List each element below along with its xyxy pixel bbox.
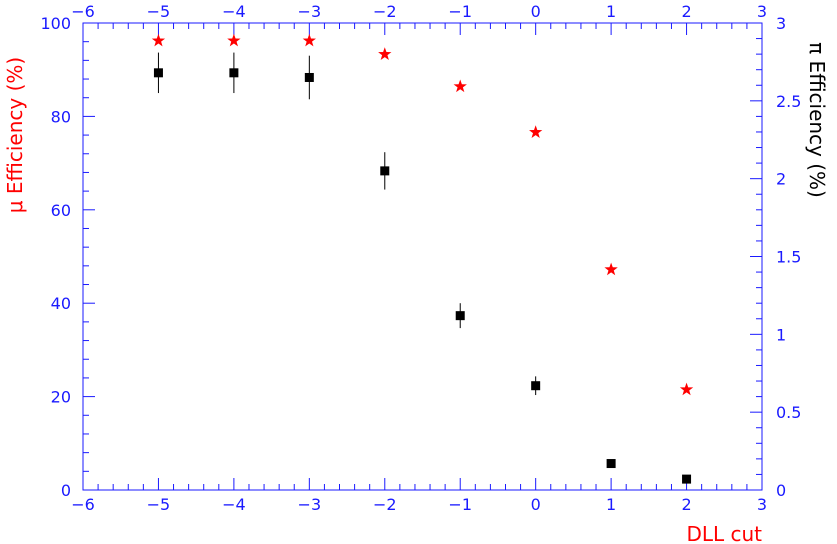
x-tick-label-top: −4 [222, 2, 246, 21]
x-tick-label-top: −6 [71, 2, 95, 21]
muon-efficiency-point [453, 79, 467, 93]
pion-efficiency-point [531, 381, 541, 391]
x-tick-label-top: 3 [757, 2, 767, 21]
pion-efficiency-point [229, 68, 239, 78]
tick-labels: −6−6−5−5−4−4−3−3−2−2−1−10011223302040608… [40, 2, 801, 514]
muon-efficiency-point [302, 33, 316, 47]
y-left-tick-label: 40 [51, 294, 71, 313]
y-left-tick-label: 80 [51, 107, 71, 126]
y-axis-label-left: μ Efficiency (%) [3, 57, 27, 213]
x-axis-label: DLL cut [686, 522, 762, 544]
x-tick-label-bottom: 0 [531, 495, 541, 514]
x-tick-label-bottom: −4 [222, 495, 246, 514]
pion-efficiency-point [606, 459, 616, 469]
pion-efficiency-point [380, 166, 390, 176]
pion-efficiency-point [455, 311, 465, 321]
x-tick-label-bottom: −1 [448, 495, 472, 514]
x-tick-label-bottom: 1 [606, 495, 616, 514]
x-tick-label-bottom: 3 [757, 495, 767, 514]
y-left-tick-label: 20 [51, 388, 71, 407]
pion-efficiency-point [153, 68, 163, 78]
axis-ticks [82, 22, 763, 491]
x-tick-label-top: −3 [298, 2, 322, 21]
y-right-tick-label: 1.5 [776, 248, 801, 267]
data-marks [151, 33, 694, 484]
y-left-tick-label: 0 [61, 481, 71, 500]
muon-efficiency-point [378, 47, 392, 60]
pion-efficiency-point [304, 72, 314, 82]
muon-efficiency-point [679, 382, 694, 396]
y-right-tick-label: 0 [776, 481, 786, 500]
pion-efficiency-point [682, 474, 692, 484]
muon-efficiency-point [151, 33, 166, 47]
x-tick-label-bottom: 2 [681, 495, 691, 514]
x-tick-label-bottom: −3 [298, 495, 322, 514]
x-tick-label-top: −1 [448, 2, 472, 21]
x-tick-label-top: −5 [147, 2, 171, 21]
x-tick-label-top: 0 [531, 2, 541, 21]
y-right-tick-label: 2.5 [776, 92, 801, 111]
y-right-tick-label: 0.5 [776, 403, 801, 422]
y-right-tick-label: 3 [776, 14, 786, 33]
x-tick-label-top: 2 [681, 2, 691, 21]
x-tick-label-top: 1 [606, 2, 616, 21]
muon-efficiency-point [604, 262, 618, 276]
y-left-tick-label: 60 [51, 201, 71, 220]
plot-frame [82, 22, 763, 491]
x-tick-label-top: −2 [373, 2, 397, 21]
x-tick-label-bottom: −5 [147, 495, 171, 514]
x-tick-label-bottom: −2 [373, 495, 397, 514]
muon-efficiency-point [529, 125, 543, 138]
muon-efficiency-point [227, 33, 241, 47]
x-tick-label-bottom: −6 [71, 495, 95, 514]
y-right-tick-label: 2 [776, 170, 786, 189]
y-left-tick-label: 100 [40, 14, 71, 33]
y-axis-label-right: π Efficiency (%) [805, 42, 829, 198]
y-right-tick-label: 1 [776, 325, 786, 344]
